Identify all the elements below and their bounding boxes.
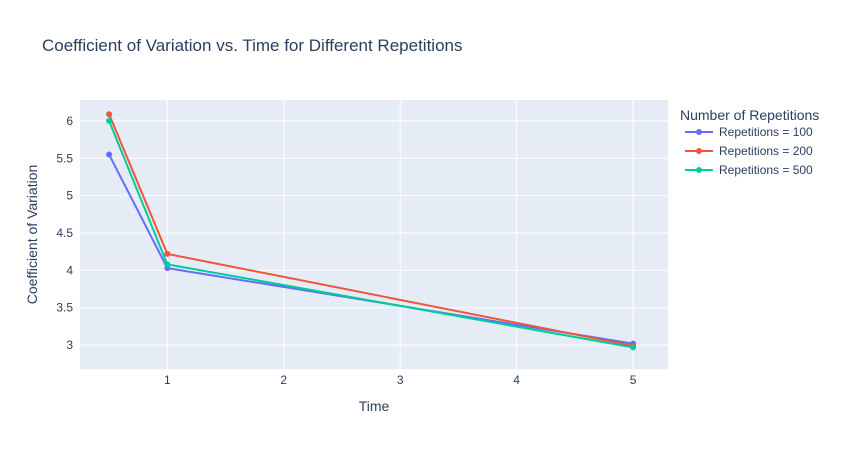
- legend-label: Repetitions = 100: [719, 125, 813, 139]
- y-tick-label: 4: [66, 263, 73, 277]
- legend-title: Number of Repetitions: [680, 107, 819, 123]
- series-3: [106, 117, 637, 351]
- legend-item[interactable]: Repetitions = 100: [685, 125, 813, 139]
- y-tick-label: 5.5: [56, 151, 73, 165]
- y-tick-label: 3.5: [56, 301, 73, 315]
- y-axis-title: Coefficient of Variation: [24, 165, 40, 305]
- series-2: [106, 111, 637, 349]
- y-tick-label: 3: [66, 338, 73, 352]
- legend-label: Repetitions = 500: [719, 163, 813, 177]
- legend-label: Repetitions = 200: [719, 144, 813, 158]
- x-tick-label: 1: [164, 373, 171, 387]
- legend: Number of Repetitions Repetitions = 100R…: [680, 107, 819, 177]
- x-tick-label: 3: [397, 373, 404, 387]
- chart-title: Coefficient of Variation vs. Time for Di…: [42, 36, 462, 55]
- y-tick-label: 4.5: [56, 226, 73, 240]
- data-point: [630, 344, 637, 351]
- legend-item[interactable]: Repetitions = 200: [685, 144, 813, 158]
- x-axis-title: Time: [359, 398, 390, 414]
- y-tick-label: 5: [66, 189, 73, 203]
- legend-items: Repetitions = 100 Repetitions = 200 Repeti…: [685, 125, 813, 177]
- data-point: [106, 111, 113, 118]
- legend-swatch-marker: [696, 129, 702, 135]
- legend-item[interactable]: Repetitions = 500: [685, 163, 813, 177]
- series-layer: [106, 111, 637, 351]
- data-point: [106, 151, 113, 158]
- data-point: [164, 261, 171, 268]
- legend-swatch-marker: [696, 167, 702, 173]
- grid-lines: [80, 100, 668, 369]
- x-tick-label: 5: [630, 373, 637, 387]
- legend-swatch-marker: [696, 148, 702, 154]
- data-point: [106, 117, 113, 124]
- plot-area: [80, 100, 668, 369]
- data-point: [164, 250, 171, 257]
- x-tick-label: 2: [280, 373, 287, 387]
- x-tick-label: 4: [513, 373, 520, 387]
- x-tick-labels: 1 2 3 4 5: [164, 373, 637, 387]
- y-tick-labels: 3 3.5 4 4.5 5 5.5 6: [56, 114, 73, 352]
- y-tick-label: 6: [66, 114, 73, 128]
